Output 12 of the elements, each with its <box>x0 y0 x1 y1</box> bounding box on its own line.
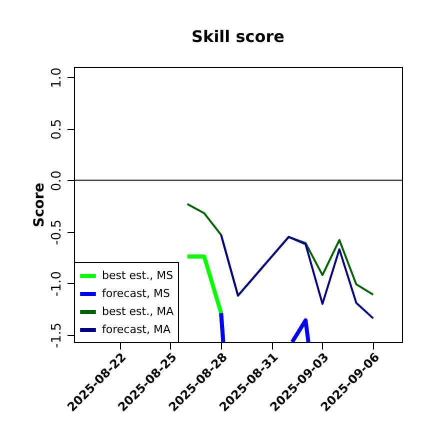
y-tick-label: 0.0 <box>50 170 64 192</box>
legend-label: forecast, MS <box>102 287 170 300</box>
y-tick-label: 1.0 <box>50 67 64 88</box>
y-tick-label: -1.5 <box>50 322 64 348</box>
chart-title: Skill score <box>192 26 285 46</box>
legend-label: best est., MS <box>102 269 174 282</box>
y-tick-label: -0.5 <box>50 220 64 245</box>
y-tick-label: 0.5 <box>50 118 64 140</box>
y-axis-title: Score <box>32 182 48 228</box>
legend-label: best est., MA <box>102 305 174 318</box>
legend-label: forecast, MA <box>102 323 171 336</box>
y-tick-label: -1.0 <box>50 271 64 296</box>
